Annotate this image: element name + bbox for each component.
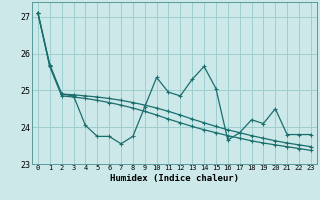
X-axis label: Humidex (Indice chaleur): Humidex (Indice chaleur) xyxy=(110,174,239,183)
